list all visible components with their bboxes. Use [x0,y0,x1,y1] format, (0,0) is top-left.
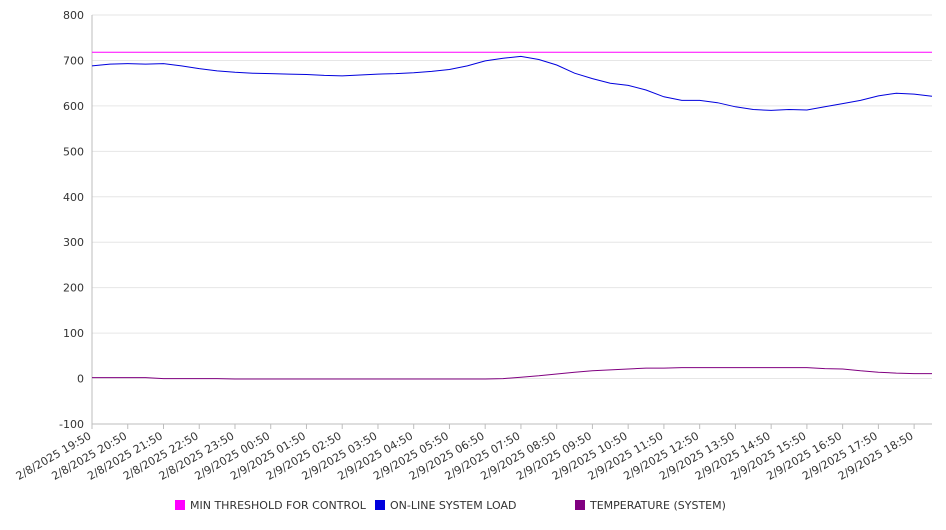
y-tick-label: 700 [63,54,84,67]
legend-label: MIN THRESHOLD FOR CONTROL [190,499,367,512]
y-tick-label: 500 [63,145,84,158]
y-tick-label: -100 [59,418,84,431]
series-line-2 [92,367,932,380]
legend-label: ON-LINE SYSTEM LOAD [390,499,516,512]
y-axis-ticks: -100 0 100 200 300 400 500 600 700 800 [59,9,84,431]
series-lines [91,51,933,380]
legend-swatch [175,500,185,510]
y-tick-label: 600 [63,100,84,113]
legend-swatch [575,500,585,510]
y-tick-label: 800 [63,9,84,22]
y-tick-label: 300 [63,236,84,249]
y-tick-label: 200 [63,282,84,295]
y-tick-label: 100 [63,327,84,340]
grid [92,14,932,425]
y-tick-label: 0 [77,373,84,386]
y-tick-label: 400 [63,191,84,204]
x-axis-ticks: 2/8/2025 19:502/8/2025 20:502/8/2025 21:… [14,424,916,483]
legend-swatch [375,500,385,510]
series-line-1 [91,55,933,111]
legend: MIN THRESHOLD FOR CONTROL ON-LINE SYSTEM … [175,499,726,512]
legend-label: TEMPERATURE (SYSTEM) [589,499,726,512]
